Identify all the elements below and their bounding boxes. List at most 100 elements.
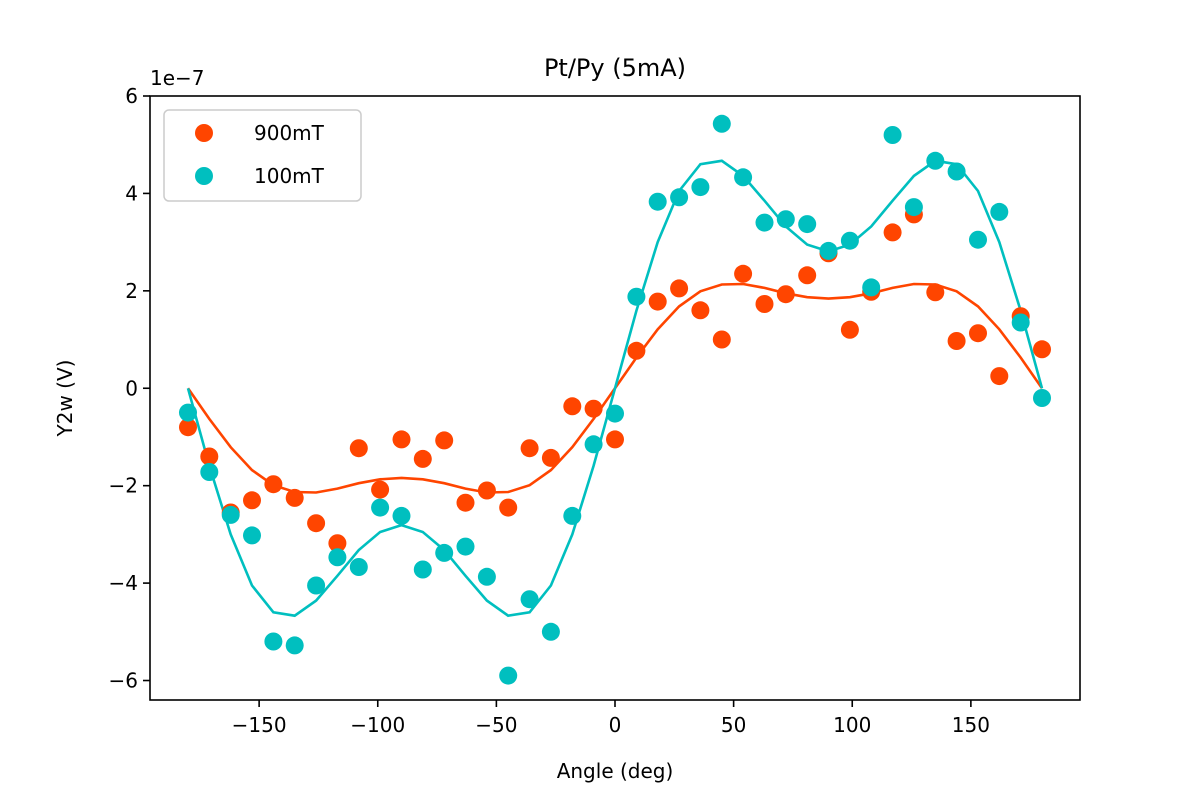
data-point-900mt [435, 431, 454, 450]
data-point-100mt [648, 192, 667, 211]
data-point-100mt [926, 151, 945, 170]
data-point-900mt [840, 320, 859, 339]
data-point-900mt [776, 285, 795, 304]
data-point-100mt [499, 666, 518, 685]
data-point-100mt [947, 162, 966, 181]
data-point-100mt [1011, 313, 1030, 332]
data-point-900mt [179, 418, 197, 437]
axes-frame [149, 95, 1081, 701]
data-point-100mt [221, 505, 240, 524]
legend-marker-900mt [195, 124, 213, 142]
data-point-100mt [179, 403, 197, 422]
data-point-900mt [243, 491, 261, 510]
data-point-900mt [520, 439, 539, 458]
data-point-900mt [499, 498, 518, 517]
data-point-100mt [563, 506, 582, 525]
data-point-100mt [520, 590, 539, 609]
y-tick-label: −6 [109, 669, 138, 693]
data-point-100mt [691, 178, 710, 197]
data-point-100mt [990, 202, 1009, 221]
x-tick-label: 100 [833, 713, 871, 737]
x-tick-label: 150 [952, 713, 990, 737]
data-point-100mt [307, 576, 326, 595]
data-point-900mt [691, 301, 710, 320]
x-tick-label: −100 [350, 713, 405, 737]
y-tick-label: 2 [125, 279, 138, 303]
data-point-100mt [798, 215, 817, 234]
y-tick-label: 4 [125, 181, 138, 205]
data-point-900mt [648, 292, 667, 311]
data-point-900mt [606, 430, 624, 449]
data-point-900mt [456, 493, 475, 512]
data-point-100mt [435, 543, 454, 562]
data-point-100mt [883, 126, 902, 144]
y-tick-label: 0 [125, 376, 138, 400]
data-point-900mt [328, 534, 347, 553]
data-point-100mt [584, 435, 603, 454]
data-point-900mt [413, 449, 432, 468]
data-point-100mt [200, 463, 219, 481]
legend: 900mT 100mT [163, 109, 362, 202]
data-point-100mt [862, 278, 881, 297]
data-point-100mt [1033, 389, 1051, 407]
data-point-900mt [392, 430, 411, 449]
data-point-900mt [541, 448, 560, 467]
data-point-100mt [456, 537, 475, 556]
data-point-100mt [627, 287, 646, 306]
data-point-100mt [392, 506, 411, 525]
data-point-900mt [926, 283, 945, 302]
data-point-900mt [307, 514, 326, 533]
x-axis-label: Angle (deg) [557, 759, 674, 783]
data-point-900mt [755, 295, 774, 313]
data-point-900mt [349, 439, 368, 458]
plot-area [179, 114, 1051, 685]
data-point-900mt [670, 279, 689, 298]
y-tick-label: −4 [109, 571, 138, 595]
data-point-100mt [819, 241, 838, 260]
y-tick-label: 6 [125, 84, 138, 108]
data-point-900mt [1033, 340, 1051, 359]
data-point-100mt [328, 548, 347, 567]
legend-label-100mt: 100mT [254, 164, 325, 188]
data-point-100mt [243, 526, 261, 545]
data-point-100mt [904, 198, 923, 217]
data-point-100mt [670, 188, 689, 207]
data-point-100mt [755, 213, 774, 232]
data-point-900mt [264, 475, 283, 494]
fit-line-100mt [186, 159, 1044, 618]
data-point-100mt [606, 404, 624, 423]
data-point-100mt [712, 114, 731, 133]
legend-marker-100mt [195, 167, 213, 185]
data-point-900mt [798, 266, 817, 285]
data-point-900mt [371, 480, 390, 499]
x-axis: −150 −100 −50 0 50 100 150 [232, 700, 990, 737]
y-tick-label: −2 [109, 474, 138, 498]
data-point-900mt [990, 367, 1009, 386]
data-point-100mt [285, 636, 304, 655]
data-point-900mt [969, 324, 987, 343]
data-point-100mt [840, 231, 859, 250]
data-point-900mt [883, 223, 902, 242]
x-tick-label: −150 [232, 713, 287, 737]
data-point-100mt [776, 210, 795, 229]
data-point-900mt [627, 341, 646, 360]
data-point-900mt [584, 399, 603, 418]
data-point-100mt [541, 622, 560, 641]
data-point-100mt [264, 632, 283, 651]
data-point-900mt [734, 264, 753, 283]
x-tick-label: 0 [609, 713, 622, 737]
x-tick-label: −50 [475, 713, 517, 737]
y-axis-label: Y2w (V) [53, 360, 77, 438]
data-point-100mt [349, 558, 368, 576]
data-point-900mt [712, 330, 731, 349]
data-point-900mt [285, 488, 304, 507]
data-point-900mt [477, 481, 496, 500]
legend-label-900mt: 900mT [254, 121, 325, 145]
data-point-900mt [947, 332, 966, 350]
data-point-100mt [734, 168, 753, 187]
chart-title: Pt/Py (5mA) [544, 54, 686, 82]
x-tick-label: 50 [721, 713, 746, 737]
legend-box [163, 109, 362, 202]
data-point-100mt [371, 498, 390, 517]
